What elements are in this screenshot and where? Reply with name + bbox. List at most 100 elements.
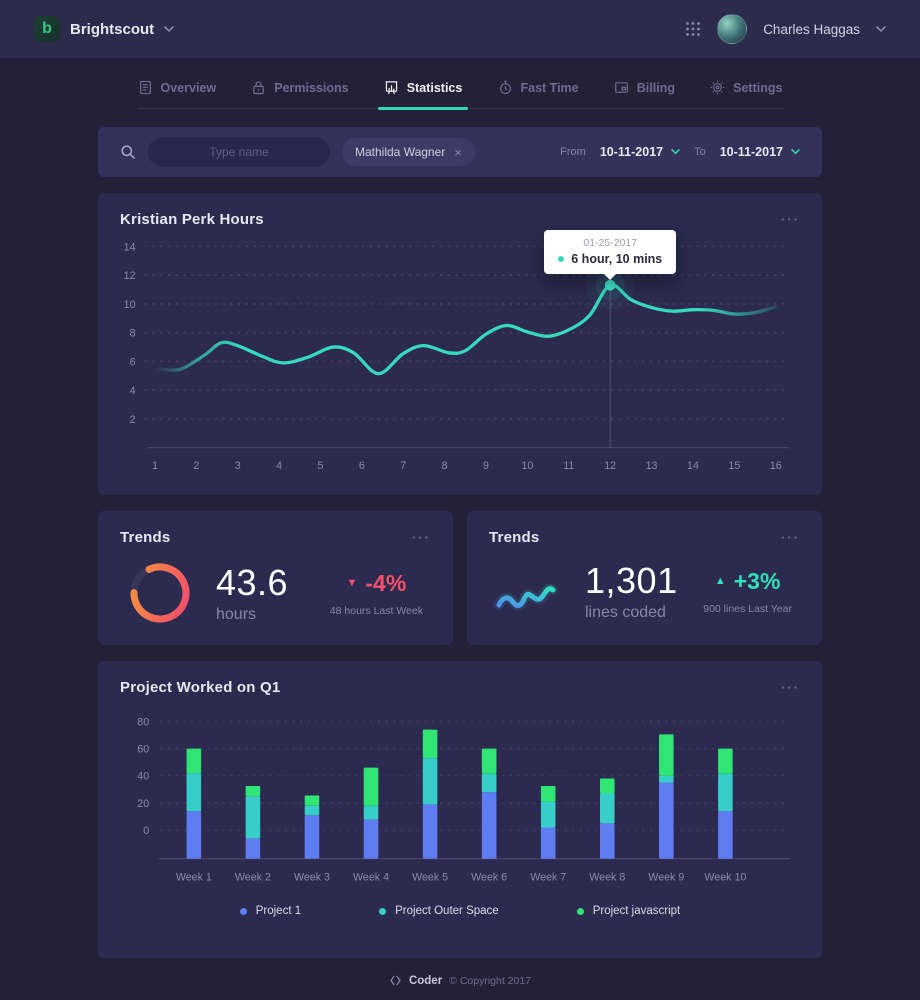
bar-segment xyxy=(186,773,202,812)
svg-text:Week 5: Week 5 xyxy=(412,872,448,884)
tab-label: Fast Time xyxy=(520,80,579,95)
svg-text:4: 4 xyxy=(276,460,282,472)
filter-chip[interactable]: Mathilda Wagner × xyxy=(342,138,475,166)
svg-text:5: 5 xyxy=(318,460,324,472)
chip-close-icon[interactable]: × xyxy=(454,144,462,160)
card-menu-icon[interactable]: ··· xyxy=(781,211,800,227)
svg-text:13: 13 xyxy=(646,460,658,472)
user-name[interactable]: Charles Haggas xyxy=(763,21,860,37)
permissions-icon xyxy=(251,80,266,95)
filter-bar: Mathilda Wagner × From 10-11-2017 To 10-… xyxy=(98,127,822,177)
tab-label: Settings xyxy=(733,80,783,95)
svg-text:14: 14 xyxy=(687,460,699,472)
tab-fast-time[interactable]: Fast Time xyxy=(498,80,579,95)
svg-text:1: 1 xyxy=(152,460,158,472)
bar-segment xyxy=(363,819,379,859)
bar-segment xyxy=(422,804,438,859)
svg-text:3: 3 xyxy=(235,460,241,472)
svg-text:6: 6 xyxy=(130,356,136,368)
statistics-icon xyxy=(384,80,399,95)
legend-label: Project Outer Space xyxy=(395,905,499,918)
page-footer: Coder © Copyright 2017 xyxy=(98,974,822,987)
svg-text:16: 16 xyxy=(770,460,782,472)
from-date-select[interactable]: 10-11-2017 xyxy=(600,145,680,159)
to-date-select[interactable]: 10-11-2017 xyxy=(720,145,800,159)
from-label: From xyxy=(560,146,586,158)
chevron-down-icon xyxy=(791,149,800,155)
filter-chip-label: Mathilda Wagner xyxy=(355,145,446,159)
hours-unit: hours xyxy=(216,606,257,623)
card-menu-icon[interactable]: ··· xyxy=(781,529,800,545)
tab-label: Overview xyxy=(160,80,217,95)
avatar[interactable] xyxy=(717,14,748,44)
settings-icon xyxy=(710,80,725,95)
app-header: b Brightscout Charles Haggas xyxy=(0,0,920,58)
bar-segment xyxy=(659,775,674,783)
projects-chart-svg: 0 20 40 60 80 Week 1 Week 2 Week 3 Week 4 Week 5 W… xyxy=(137,716,792,884)
projects-bar-chart: 0 20 40 60 80 Week 1 Week 2 Week 3 Week 4 Week 5 W… xyxy=(120,702,800,891)
tab-overview[interactable]: Overview xyxy=(138,80,217,95)
hours-delta: -4% xyxy=(365,569,407,596)
bar-segment xyxy=(245,838,261,859)
svg-text:80: 80 xyxy=(137,716,149,728)
tab-billing[interactable]: Billing xyxy=(614,80,675,95)
projects-card-title: Project Worked on Q1 xyxy=(120,679,281,696)
fast-time-icon xyxy=(498,80,513,95)
billing-icon xyxy=(614,80,629,95)
bar-segment xyxy=(481,773,497,793)
hours-chart-card: Kristian Perk Hours ··· 01-25-2017 6 hou… xyxy=(98,193,822,495)
svg-text:15: 15 xyxy=(728,460,740,472)
bar-segment xyxy=(422,729,438,759)
tooltip-value: 6 hour, 10 mins xyxy=(571,252,663,266)
tab-permissions[interactable]: Permissions xyxy=(251,80,349,95)
svg-text:2: 2 xyxy=(193,460,199,472)
footer-brand: Coder xyxy=(408,974,443,987)
svg-text:4: 4 xyxy=(130,385,136,397)
svg-text:10: 10 xyxy=(521,460,533,472)
bar-segment xyxy=(422,758,438,805)
search-icon xyxy=(120,144,136,160)
brand-menu[interactable]: b Brightscout xyxy=(34,16,174,42)
chart-legend: Project 1 Project Outer Space Project java… xyxy=(120,905,800,917)
bar-segment xyxy=(718,811,733,859)
legend-item[interactable]: Project 1 xyxy=(239,905,302,918)
chevron-down-icon[interactable] xyxy=(876,25,886,33)
trends-left-title: Trends xyxy=(120,529,171,546)
svg-text:12: 12 xyxy=(124,270,136,282)
trends-lines-card: Trends ··· 1,301 xyxy=(467,511,822,645)
hours-compare: 48 hours Last Week xyxy=(329,604,423,617)
legend-item[interactable]: Project Outer Space xyxy=(379,905,499,917)
card-menu-icon[interactable]: ··· xyxy=(781,679,800,695)
chart-tooltip: 01-25-2017 6 hour, 10 mins xyxy=(544,230,677,274)
donut-arc-icon xyxy=(124,560,196,626)
arrow-down-icon: ▼ xyxy=(346,577,358,589)
tab-label: Billing xyxy=(636,80,675,95)
card-menu-icon[interactable]: ··· xyxy=(412,529,431,545)
tab-statistics[interactable]: Statistics xyxy=(377,80,468,110)
lines-compare: 900 lines Last Year xyxy=(703,602,792,615)
bar-segment xyxy=(481,748,497,774)
bar-segment xyxy=(304,795,320,806)
svg-text:2: 2 xyxy=(130,414,136,426)
svg-text:Week 10: Week 10 xyxy=(704,872,746,884)
legend-label: Project 1 xyxy=(255,905,302,918)
legend-dot-icon xyxy=(239,907,247,915)
svg-text:7: 7 xyxy=(400,460,406,472)
bar-segment xyxy=(540,827,556,859)
tab-bar: Overview Permissions Statistics Fast Time Bi… xyxy=(137,80,783,110)
svg-text:Week 6: Week 6 xyxy=(471,872,507,884)
bar-segment xyxy=(540,801,556,828)
bar-segment xyxy=(186,811,202,859)
search-input[interactable] xyxy=(148,137,330,167)
bar-segment xyxy=(599,823,615,859)
legend-item[interactable]: Project javascript xyxy=(576,905,681,918)
bar-segment xyxy=(599,793,615,824)
apps-grid-icon[interactable] xyxy=(685,21,701,37)
tab-label: Permissions xyxy=(274,80,349,95)
tab-settings[interactable]: Settings xyxy=(710,80,782,95)
hours-card-title: Kristian Perk Hours xyxy=(120,211,264,228)
legend-label: Project javascript xyxy=(592,905,681,918)
bar-segment xyxy=(481,792,497,859)
trends-right-title: Trends xyxy=(489,529,540,546)
bar-segment xyxy=(599,778,615,794)
